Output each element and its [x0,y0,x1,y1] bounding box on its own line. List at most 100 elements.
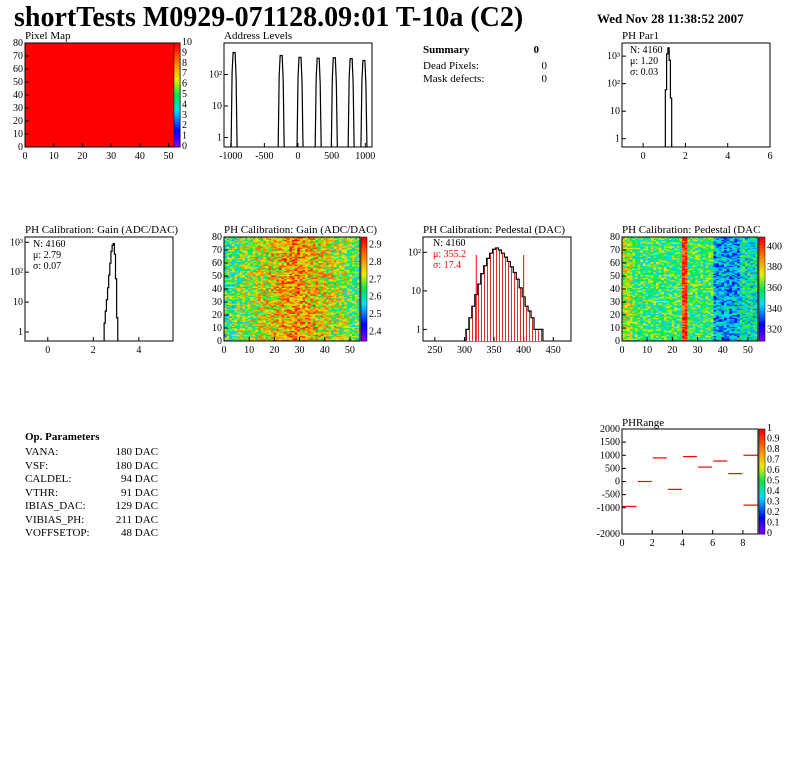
gain-map-cell [310,282,314,285]
gain-map-cell [234,294,238,296]
gain-map-cell [326,291,329,294]
gain-map-cell [315,244,319,247]
gain-map-cell [281,298,285,300]
gain-map-cell [289,256,293,259]
gain-map-cell [294,324,298,326]
gain-map-cell [247,304,251,307]
gain-map-cell [281,282,285,285]
gain-map-cell [252,240,256,243]
gain-map-cell [276,287,280,290]
pixel-map-ytick-label: 80 [13,38,23,49]
pedestal-map-cell [622,281,625,283]
gain-map-cell [312,260,316,262]
pedestal-map-cell [627,265,631,268]
gain-map-cell [268,244,272,247]
gain-map-cell [271,266,274,269]
gain-map-cell [278,281,282,283]
gain-map-cell [252,279,256,282]
gain-map-cell [352,281,356,283]
pedestal-map-cell [635,330,638,333]
gain-map-cell [258,244,261,247]
gain-map-cell [237,331,240,334]
gain-map-cell [239,242,243,244]
pedestal-map-cell [627,248,631,251]
gain-map-cell [346,248,350,251]
op-param-value: 94 DAC [121,473,158,485]
gain-map-cell [302,279,306,282]
gain-map-cell [333,329,337,331]
gain-map-cell [242,256,246,259]
gain-map-cell [226,257,230,260]
pedestal-map-cell [632,307,636,309]
gain-map-cell [265,316,269,318]
gain-map-cell [320,256,324,259]
gain-map-cell [226,291,230,294]
gain-map-cell [339,243,342,246]
gain-map-cell [286,324,290,326]
gain-map-cell [307,337,311,339]
gain-map-cell [349,281,353,283]
gain-map-cell [299,305,303,308]
gain-map-cell [339,294,342,296]
gain-map-cell [260,313,264,316]
gain-map-cell [289,286,293,288]
gain-map-cell [237,305,240,308]
gain-map-cell [312,269,316,272]
gain-map-cell [315,331,319,334]
gain-map-cell [336,247,340,249]
gain-map-cell [239,308,243,311]
gain-map-cell [237,265,240,268]
gain-map-cell [331,313,335,316]
gain-map-cell [276,338,280,340]
gain-map-cell [260,322,264,325]
gain-map-cell [354,333,358,335]
pedestal-map-cell [624,321,628,324]
gain-map-cell [333,300,337,303]
gain-map-cell [250,261,254,264]
gain-hist-xtick-label: 0 [45,345,50,356]
gain-map-cell [224,309,227,312]
gain-map-cell [310,296,314,299]
gain-map-cell [341,324,345,326]
gain-map-cell [318,260,322,262]
gain-map-cell [226,311,230,313]
gain-map-cell [307,308,311,311]
gain-map-cell [315,308,319,311]
gain-map-cell [302,289,306,291]
gain-map-cell [244,279,248,282]
pedestal-map-cell [635,253,638,256]
gain-map-cell [302,259,306,261]
gain-map-cell [237,322,240,325]
gain-map-cell [234,251,238,253]
gain-map-cell [237,263,240,265]
gain-map-cell [281,264,285,266]
gain-map-cell [305,325,308,327]
pedestal-map-cell [629,246,633,248]
gain-map-cell [331,295,335,298]
gain-map-cell [276,276,280,278]
gain-map-cell [341,316,345,318]
gain-map-cell [229,330,233,333]
gain-map-cell [276,257,280,260]
gain-map-cell [352,312,356,314]
gain-map-cell [323,266,327,269]
gain-map-cell [247,331,251,334]
gain-map-cell [357,298,361,300]
gain-map-cell [263,285,267,287]
gain-map-cell [331,269,335,272]
gain-map-cell [229,270,233,273]
gain-map-cell [226,263,230,265]
gain-map-cell [247,291,251,294]
pixel-map-colorbar-cell [174,43,180,47]
gain-map-cell [284,243,288,246]
pixel-map-colorbar-cell [174,128,180,132]
gain-map-cell [294,261,298,264]
gain-map-cell [237,282,240,285]
gain-map-cell [307,302,311,304]
gain-map-cell [354,273,358,275]
gain-map-cell [268,251,272,253]
gain-map-cell [247,276,251,278]
gain-map-cell [268,289,272,291]
gain-map-cell [310,255,314,257]
gain-map-cell [318,308,322,311]
